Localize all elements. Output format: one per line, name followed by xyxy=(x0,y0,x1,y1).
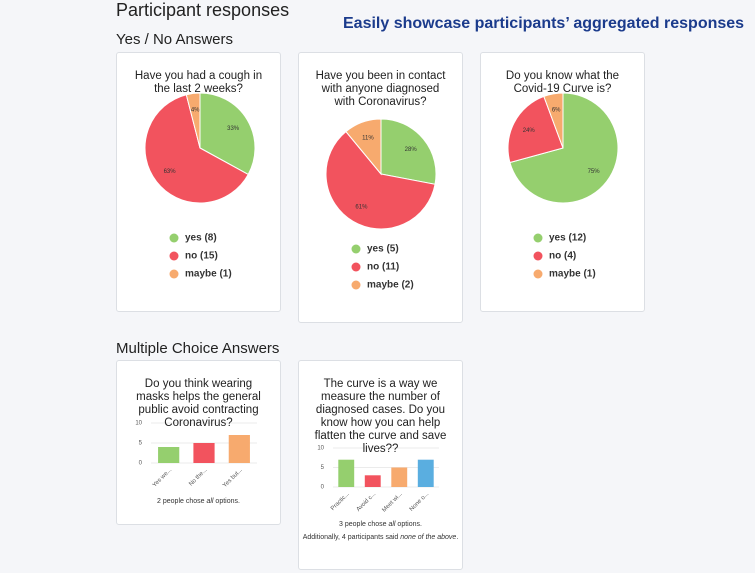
legend-label: no (15) xyxy=(185,251,218,262)
footnote: 2 people chose all options. xyxy=(157,498,240,505)
pie-slice xyxy=(325,130,436,230)
legend-marker xyxy=(533,251,543,261)
slice-label: 11% xyxy=(362,135,374,141)
chart-title: Have you been in contact with anyone dia… xyxy=(315,70,446,108)
chart: 75% yes (12) 24% no (4) 6% maybe (1) xyxy=(507,92,619,280)
chart: 33% yes (8) 63% no (15) 4% maybe (1) xyxy=(144,92,256,280)
bar xyxy=(364,475,381,487)
legend-marker xyxy=(169,269,179,279)
legend-marker xyxy=(351,262,361,272)
chart-title: Do you think wearing masks helps the gen… xyxy=(136,378,261,429)
pie-slice xyxy=(144,94,249,204)
section-heading: Multiple Choice Answers xyxy=(116,340,280,357)
footnote-part: 2 people chose xyxy=(157,498,206,505)
y-tick-label: 10 xyxy=(135,421,142,427)
chart-card: 0 5 10 Yes we... No the... Yes but... 2 people… xyxy=(116,360,281,525)
legend-label: no (11) xyxy=(367,262,399,273)
legend-marker xyxy=(351,280,361,290)
y-tick-label: 10 xyxy=(317,446,324,452)
x-tick-label: Practic... xyxy=(330,491,351,512)
legend-marker xyxy=(351,244,361,254)
x-tick-label: Yes we... xyxy=(152,467,174,489)
legend-label: yes (8) xyxy=(185,233,217,244)
slice-label: 61% xyxy=(355,205,368,211)
legend-label: maybe (2) xyxy=(367,280,414,291)
y-tick-label: 0 xyxy=(321,485,325,491)
slice-label: 28% xyxy=(405,147,418,153)
bar xyxy=(338,459,355,487)
chart: 0 5 10 Yes we... No the... Yes but... 2 people… xyxy=(135,421,257,505)
x-tick-label: Avoid c... xyxy=(356,491,378,513)
y-tick-label: 5 xyxy=(139,441,143,447)
footnote-part: Additionally, 4 participants said xyxy=(303,534,401,541)
page-title: Participant responses xyxy=(116,0,290,20)
slice-label: 4% xyxy=(191,107,200,113)
footnote-part: options. xyxy=(395,521,422,528)
footnote-part: . xyxy=(456,534,458,541)
chart-card: 28% yes (5) 61% no (11) 11% maybe (2) Have you… xyxy=(298,52,463,323)
bar xyxy=(417,459,434,487)
y-tick-label: 0 xyxy=(139,461,143,467)
legend-marker xyxy=(533,233,543,243)
legend-label: no (4) xyxy=(549,251,576,262)
bar xyxy=(391,467,408,487)
slice-label: 6% xyxy=(552,108,561,114)
chart: 0 5 10 Practic... Avoid c... Meet wi... None o… xyxy=(303,446,459,541)
legend-marker xyxy=(169,233,179,243)
slice-label: 33% xyxy=(227,126,240,132)
bar xyxy=(158,447,180,463)
chart-title: Do you know what the Covid-19 Curve is? xyxy=(505,70,620,95)
chart-title: Have you had a cough in the last 2 weeks… xyxy=(134,70,263,95)
chart-card: 75% yes (12) 24% no (4) 6% maybe (1) Do you kn… xyxy=(480,52,645,312)
legend-label: yes (5) xyxy=(367,244,399,255)
pie-slice xyxy=(345,118,382,176)
pie-slice xyxy=(507,95,564,164)
legend-marker xyxy=(533,269,543,279)
pie-slice xyxy=(543,92,564,149)
chart-card: 33% yes (8) 63% no (15) 4% maybe (1) Have you … xyxy=(116,52,281,312)
footnote-part: all xyxy=(206,498,213,505)
legend-label: maybe (1) xyxy=(549,269,596,280)
y-tick-label: 5 xyxy=(321,465,325,471)
x-tick-label: Yes but... xyxy=(222,467,244,489)
pie-slice xyxy=(380,118,437,185)
footnote: Additionally, 4 participants said none o… xyxy=(303,534,459,541)
chart-title: The curve is a way we measure the number… xyxy=(314,378,447,455)
tagline: Easily showcase participants’ aggregated… xyxy=(343,15,745,32)
slice-label: 24% xyxy=(523,128,536,134)
slice-label: 63% xyxy=(164,169,177,175)
footnote-part: options. xyxy=(213,498,240,505)
legend-marker xyxy=(169,251,179,261)
bar xyxy=(193,443,215,463)
pie-slice xyxy=(185,92,201,149)
bar xyxy=(228,435,250,463)
legend-label: maybe (1) xyxy=(185,269,232,280)
footnote-part: none of the above xyxy=(400,534,456,541)
footnote: 3 people chose all options. xyxy=(339,521,422,528)
footnote-part: all xyxy=(388,521,395,528)
slice-label: 75% xyxy=(588,169,601,175)
x-tick-label: None o... xyxy=(409,491,431,513)
legend-label: yes (12) xyxy=(549,233,586,244)
x-tick-label: No the... xyxy=(188,467,209,488)
section-heading: Yes / No Answers xyxy=(116,31,234,48)
pie-slice xyxy=(509,92,619,204)
x-tick-label: Meet wi... xyxy=(381,491,404,514)
footnote-part: 3 people chose xyxy=(339,521,388,528)
pie-slice xyxy=(199,92,256,176)
chart-card: 0 5 10 Practic... Avoid c... Meet wi... None o… xyxy=(298,360,463,570)
chart: 28% yes (5) 61% no (11) 11% maybe (2) xyxy=(325,118,437,291)
